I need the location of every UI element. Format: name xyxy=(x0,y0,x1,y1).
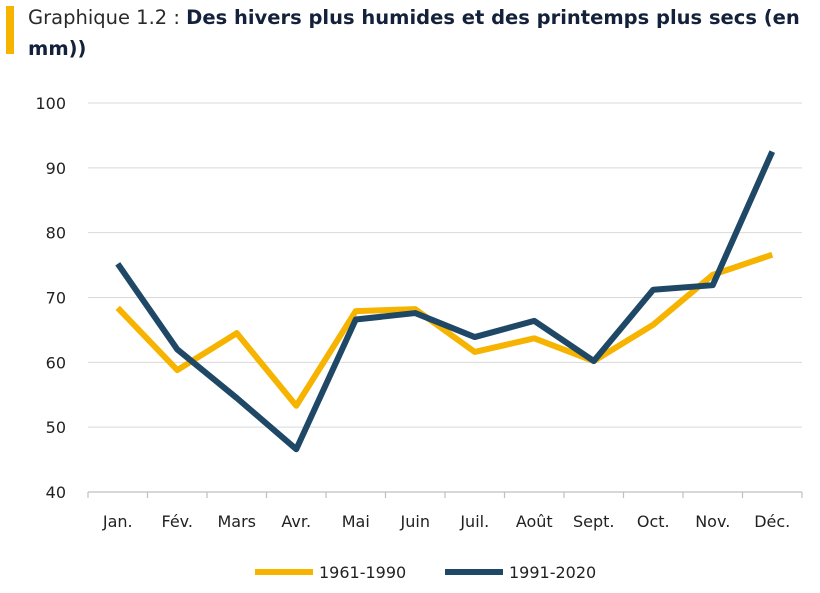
y-tick-label: 100 xyxy=(35,94,66,113)
chart-title-prefix: Graphique 1.2 : xyxy=(28,6,187,29)
x-tick-label: Avr. xyxy=(281,512,311,531)
x-tick-label: Août xyxy=(516,512,553,531)
y-tick-label: 50 xyxy=(46,418,66,437)
legend-label: 1991-2020 xyxy=(509,563,596,582)
x-tick-label: Mars xyxy=(217,512,256,531)
series-line-1991-2020 xyxy=(115,150,775,453)
chart-title: Graphique 1.2 : Des hivers plus humides … xyxy=(28,2,808,64)
title-accent-bar xyxy=(6,6,14,54)
y-tick-label: 40 xyxy=(46,483,66,502)
x-tick-label: Fév. xyxy=(162,512,193,531)
y-tick-label: 90 xyxy=(46,159,66,178)
x-tick-label: Oct. xyxy=(637,512,670,531)
y-tick-label: 80 xyxy=(46,224,66,243)
x-tick-label: Déc. xyxy=(754,512,790,531)
y-tick-label: 70 xyxy=(46,289,66,308)
y-tick-label: 60 xyxy=(46,353,66,372)
x-tick-label: Juin xyxy=(400,512,430,531)
legend-label: 1961-1990 xyxy=(319,563,406,582)
x-tick-label: Mai xyxy=(342,512,370,531)
x-tick-label: Sept. xyxy=(573,512,615,531)
x-tick-label: Juil. xyxy=(459,512,489,531)
chart-title-main: Des hivers plus humides et des printemps… xyxy=(28,6,800,60)
x-tick-label: Nov. xyxy=(695,512,730,531)
x-tick-label: Jan. xyxy=(102,512,133,531)
series-line-1961-1990 xyxy=(115,251,774,409)
